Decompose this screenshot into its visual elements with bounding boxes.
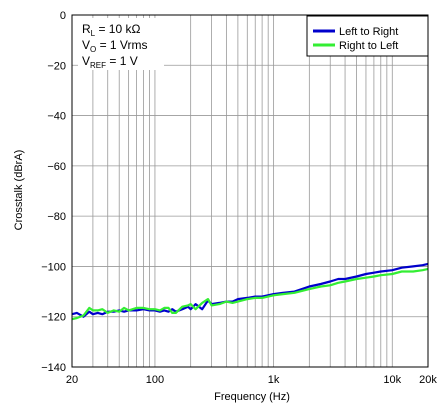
x-tick-label: 10k <box>383 374 401 386</box>
y-tick-labels: 0 −20 −40 −60 −80 −100 −120 −140 <box>41 10 66 374</box>
x-tick-labels: 20 100 1k 10k 20k <box>66 374 437 386</box>
series-line-right-to-left <box>71 267 429 321</box>
y-tick-label: −60 <box>47 161 66 173</box>
x-tick-label: 100 <box>146 374 164 386</box>
legend: Left to Right Right to Left <box>306 15 429 57</box>
grid-lines <box>72 15 428 367</box>
legend-label-left-to-right: Left to Right <box>339 26 398 38</box>
plot-frame <box>71 14 429 368</box>
legend-label-right-to-left: Right to Left <box>339 40 398 52</box>
x-axis-title: Frequency (Hz) <box>214 391 290 403</box>
y-tick-label: −20 <box>47 60 66 72</box>
x-tick-label: 20k <box>419 374 437 386</box>
annotation-line: VO = 1 Vrms <box>82 38 147 54</box>
x-tick-label: 1k <box>268 374 280 386</box>
y-tick-label: 0 <box>60 10 66 22</box>
y-tick-label: −140 <box>41 362 66 374</box>
annotation-background <box>78 18 164 70</box>
y-tick-label: −100 <box>41 261 66 273</box>
y-tick-label: −40 <box>47 111 66 123</box>
x-tick-label: 20 <box>66 374 78 386</box>
annotation-line: VREF = 1 V <box>82 54 138 70</box>
legend-box <box>306 15 429 57</box>
y-tick-label: −80 <box>47 211 66 223</box>
y-axis-title: Crosstalk (dBrA) <box>13 150 25 231</box>
y-tick-label: −120 <box>41 312 66 324</box>
annotation-line: RL = 10 kΩ <box>82 22 140 38</box>
series-layer <box>71 262 429 321</box>
